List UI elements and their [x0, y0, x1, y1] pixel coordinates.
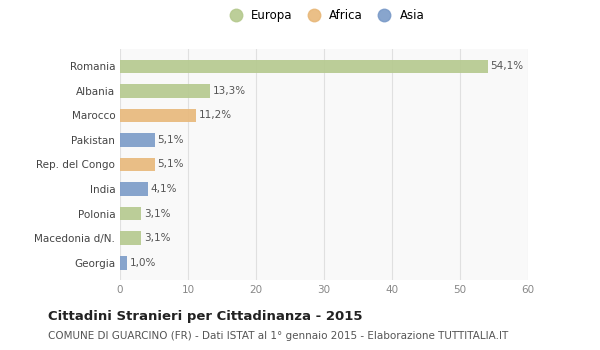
Bar: [120, 207, 141, 220]
Text: 5,1%: 5,1%: [157, 160, 184, 169]
Bar: [120, 182, 148, 196]
Bar: [120, 158, 155, 171]
Bar: [120, 84, 211, 98]
Text: 3,1%: 3,1%: [144, 209, 170, 219]
Legend: Europa, Africa, Asia: Europa, Africa, Asia: [219, 4, 429, 27]
Bar: [120, 133, 155, 147]
Bar: [120, 108, 196, 122]
Text: 3,1%: 3,1%: [144, 233, 170, 243]
Text: 4,1%: 4,1%: [151, 184, 177, 194]
Bar: [120, 231, 141, 245]
Bar: [120, 256, 127, 270]
Text: COMUNE DI GUARCINO (FR) - Dati ISTAT al 1° gennaio 2015 - Elaborazione TUTTITALI: COMUNE DI GUARCINO (FR) - Dati ISTAT al …: [48, 331, 508, 341]
Text: 11,2%: 11,2%: [199, 110, 232, 120]
Text: 5,1%: 5,1%: [157, 135, 184, 145]
Text: Cittadini Stranieri per Cittadinanza - 2015: Cittadini Stranieri per Cittadinanza - 2…: [48, 310, 362, 323]
Bar: [120, 60, 488, 73]
Text: 54,1%: 54,1%: [491, 61, 524, 71]
Text: 13,3%: 13,3%: [213, 86, 246, 96]
Text: 1,0%: 1,0%: [130, 258, 156, 268]
